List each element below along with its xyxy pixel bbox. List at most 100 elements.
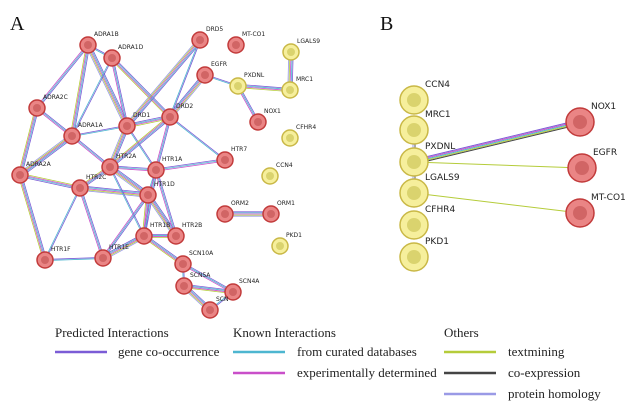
node-structure	[573, 115, 587, 129]
node-label: ADRA1A	[78, 122, 104, 129]
node-structure	[232, 41, 240, 49]
edge	[127, 40, 202, 127]
legend-title: Predicted Interactions	[55, 325, 169, 340]
edge	[183, 262, 234, 292]
node-structure	[407, 123, 421, 137]
edge	[182, 264, 233, 294]
edge	[109, 116, 170, 167]
edge	[413, 119, 580, 161]
edge	[144, 170, 158, 237]
edge	[112, 57, 129, 126]
edge	[110, 58, 170, 119]
edge	[79, 189, 148, 198]
node-label: LGALS9	[425, 173, 460, 183]
edge	[36, 44, 89, 109]
edge	[19, 176, 80, 191]
node-structure	[201, 71, 209, 79]
edge	[80, 186, 149, 195]
node-structure	[179, 260, 187, 268]
edge	[20, 108, 38, 176]
node-label: PXDNL	[425, 142, 455, 152]
node-structure	[16, 171, 24, 179]
node-structure	[108, 54, 116, 62]
edge	[156, 117, 172, 171]
node-structure	[84, 41, 92, 49]
node-structure	[68, 132, 76, 140]
edge	[20, 174, 46, 260]
node-structure	[152, 166, 160, 174]
edge	[18, 175, 44, 261]
edge	[155, 159, 226, 171]
legend-item: textmining	[508, 344, 565, 359]
node-label: SCN10A	[189, 250, 214, 257]
edge	[125, 38, 199, 125]
node-label: HTR7	[231, 146, 247, 153]
edge	[72, 126, 128, 137]
node-label: ORM1	[277, 200, 295, 207]
edge	[111, 58, 170, 118]
edge	[79, 187, 149, 196]
edge	[414, 122, 581, 164]
edge	[112, 56, 172, 117]
edge	[110, 117, 171, 168]
edge	[44, 257, 103, 260]
legend-title: Others	[444, 325, 479, 340]
edge	[111, 57, 128, 127]
edge	[414, 123, 581, 165]
legend-item: gene co-occurrence	[118, 344, 220, 359]
node-label: DRD5	[206, 26, 223, 33]
edge	[79, 188, 148, 197]
node-label: EGFR	[593, 148, 617, 158]
edge	[155, 116, 171, 171]
edge	[156, 169, 178, 236]
edge	[128, 41, 202, 128]
edge	[413, 121, 581, 163]
node-label: CFHR4	[425, 205, 455, 215]
node-structure	[276, 242, 284, 250]
node-structure	[41, 256, 49, 264]
nodes: ADRA1B ADRA1D DRD5 MT-CO1 LGALS9 EGFR PXDNL MRC…	[10, 13, 626, 319]
node-structure	[206, 306, 214, 314]
node-label: MT-CO1	[591, 193, 626, 203]
edge	[45, 258, 104, 261]
edge	[126, 126, 156, 171]
edge	[413, 192, 581, 214]
edge	[154, 116, 170, 170]
edge	[171, 76, 207, 119]
node-label: SCN5A	[190, 272, 211, 279]
node-label: NOX1	[264, 108, 281, 115]
node-structure	[180, 282, 188, 290]
node-label: HTR1E	[109, 244, 129, 251]
edge	[19, 175, 45, 261]
edge	[19, 134, 72, 175]
edge	[170, 75, 207, 118]
edge	[71, 125, 127, 136]
edge	[168, 74, 205, 117]
edge	[72, 45, 89, 137]
node-label: ADRA2C	[43, 94, 68, 101]
edge	[35, 44, 88, 108]
node-label: HTR1F	[51, 246, 71, 253]
edge	[182, 263, 234, 293]
node-structure	[407, 155, 421, 169]
edge	[413, 161, 583, 169]
edge	[238, 83, 291, 89]
edge	[21, 174, 47, 260]
node-structure	[407, 186, 421, 200]
edge	[20, 174, 81, 188]
node-label: ORM2	[231, 200, 249, 207]
edge	[110, 166, 145, 236]
node-structure	[267, 210, 275, 218]
node-structure	[234, 82, 242, 90]
edge	[168, 73, 204, 116]
edge	[85, 45, 126, 128]
node-structure	[266, 172, 274, 180]
node-label: HTR2B	[182, 222, 202, 229]
edge	[109, 167, 144, 237]
node-label: HTR2C	[86, 174, 106, 181]
node-label: HTR2A	[116, 153, 137, 160]
panel-label: B	[380, 13, 393, 35]
edge	[78, 188, 103, 259]
edge	[87, 44, 128, 127]
